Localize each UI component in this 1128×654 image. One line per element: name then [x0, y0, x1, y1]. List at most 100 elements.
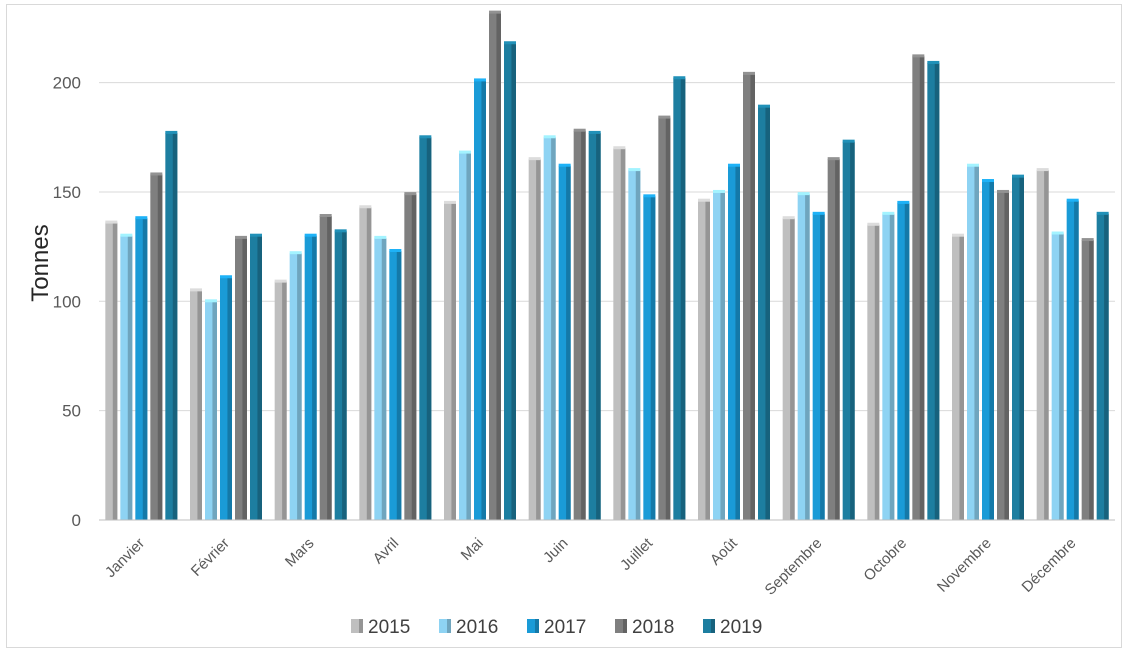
bar-cap	[135, 216, 148, 220]
bar-cap	[543, 135, 556, 139]
bar	[444, 200, 456, 521]
bar	[304, 233, 317, 520]
bar	[220, 275, 232, 520]
bar	[797, 192, 810, 520]
bar-cap	[274, 279, 287, 283]
bar-shade	[805, 194, 810, 520]
bar-cap	[643, 194, 656, 198]
bar	[120, 233, 133, 520]
y-tick-label: 100	[53, 292, 81, 311]
bar	[289, 251, 302, 521]
bar-shade	[720, 191, 725, 520]
bar-shade	[1104, 213, 1109, 520]
bar-cap	[235, 235, 247, 239]
y-tick-label: 200	[53, 74, 81, 93]
bar-shade	[327, 216, 332, 520]
bar-shade	[581, 130, 586, 520]
bar-cap	[758, 104, 770, 108]
bar	[573, 128, 586, 520]
bar-cap	[165, 130, 178, 134]
bar-cap	[528, 157, 541, 161]
bar-cap	[1036, 168, 1049, 172]
bar-shade	[735, 165, 740, 520]
legend-label: 2018	[632, 617, 674, 638]
bar-cap	[573, 128, 586, 132]
bar-shade	[536, 159, 541, 521]
bar-shade	[680, 78, 686, 521]
bar-cap	[190, 288, 202, 292]
bar	[997, 189, 1009, 520]
bar-shade	[112, 222, 118, 520]
bar-shade	[596, 132, 601, 520]
bar-shade	[411, 194, 417, 520]
y-tick-label: 150	[53, 183, 81, 202]
bar-shade	[665, 117, 671, 520]
bar	[205, 299, 217, 520]
legend-swatch-shade	[447, 619, 451, 633]
x-tick-label: Septembre	[762, 535, 826, 599]
bar-shade	[989, 181, 994, 521]
gridlines	[99, 82, 1115, 412]
bar	[867, 222, 880, 520]
bar-shade	[820, 213, 825, 520]
legend-swatch-shade	[711, 619, 715, 633]
x-tick-label: Juillet	[617, 534, 657, 574]
bar-shade	[1074, 200, 1079, 520]
bar-cap	[504, 41, 516, 45]
bar-cap	[782, 216, 795, 220]
bar-shade	[127, 235, 133, 520]
bar	[673, 76, 686, 521]
legend-label: 2015	[368, 617, 410, 638]
bar	[613, 146, 626, 520]
bar-cap	[359, 205, 372, 209]
bar-cap	[558, 163, 571, 167]
bar	[882, 211, 895, 520]
legend-item: 2018	[615, 617, 674, 638]
bar	[952, 233, 964, 520]
x-tick-label: Mai	[458, 535, 487, 564]
bar	[165, 130, 178, 520]
bar-cap	[628, 168, 641, 172]
bar	[743, 71, 755, 520]
bar-shade	[934, 62, 940, 520]
bar	[658, 115, 671, 520]
bar-shade	[889, 213, 895, 520]
bar-cap	[459, 150, 471, 154]
bar-cap	[1096, 211, 1109, 215]
bar-cap	[927, 60, 940, 64]
bar-shade	[1019, 176, 1024, 520]
bar-shade	[874, 224, 880, 520]
bar	[713, 189, 725, 520]
bar	[1036, 168, 1049, 520]
bar-shade	[197, 290, 202, 520]
bar-cap	[304, 233, 317, 237]
bar-shade	[466, 152, 471, 520]
bar-cap	[897, 200, 910, 204]
bar	[782, 216, 795, 520]
bar-cap	[827, 157, 840, 161]
bar	[1096, 211, 1109, 520]
x-tick-label: Août	[707, 534, 741, 568]
bar	[698, 198, 710, 520]
bar-shade	[1044, 170, 1049, 520]
bar	[588, 130, 601, 520]
bar-shade	[1004, 191, 1009, 520]
bar	[927, 60, 940, 520]
legend-swatch-shade	[359, 619, 363, 633]
bar-shade	[172, 132, 178, 520]
bar	[459, 150, 471, 520]
x-tick-label: Mars	[282, 535, 318, 571]
bar-cap	[982, 179, 994, 183]
bar-shade	[511, 43, 516, 521]
bar-cap	[419, 135, 432, 139]
bar-cap	[150, 172, 163, 176]
bar	[912, 54, 925, 520]
bar	[543, 135, 556, 521]
bar	[359, 205, 372, 521]
bar-shade	[835, 159, 840, 521]
legend-item: 2015	[351, 617, 410, 638]
x-tick-label: Novembre	[934, 535, 995, 596]
bars	[105, 10, 1109, 521]
legend-label: 2016	[456, 617, 498, 638]
bar-shade	[620, 148, 626, 520]
